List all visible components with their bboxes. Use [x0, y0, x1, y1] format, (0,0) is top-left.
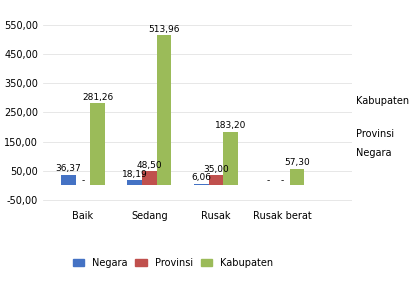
Text: 281,26: 281,26 [82, 93, 113, 102]
Text: -: - [266, 176, 269, 185]
Bar [223, 132, 238, 185]
Bar [90, 103, 105, 185]
Bar [290, 169, 304, 185]
Text: 513,96: 513,96 [148, 25, 180, 34]
Text: 183,20: 183,20 [215, 121, 246, 130]
Text: 36,37: 36,37 [55, 164, 81, 173]
Bar [209, 175, 223, 185]
Text: Negara: Negara [356, 148, 391, 158]
Text: 6,06: 6,06 [191, 173, 211, 182]
Text: 48,50: 48,50 [137, 161, 162, 170]
Text: Provinsi: Provinsi [356, 129, 394, 139]
Text: 35,00: 35,00 [203, 165, 229, 174]
Text: Kabupaten: Kabupaten [356, 96, 409, 106]
Bar [157, 35, 171, 185]
Text: 57,30: 57,30 [284, 158, 310, 167]
Bar [142, 171, 157, 185]
Text: 18,19: 18,19 [122, 170, 148, 179]
Text: -: - [81, 176, 85, 185]
Bar [194, 184, 209, 185]
Bar [61, 175, 76, 185]
Bar [128, 180, 142, 185]
Text: -: - [281, 176, 284, 185]
Legend: Negara, Provinsi, Kabupaten: Negara, Provinsi, Kabupaten [69, 254, 277, 272]
